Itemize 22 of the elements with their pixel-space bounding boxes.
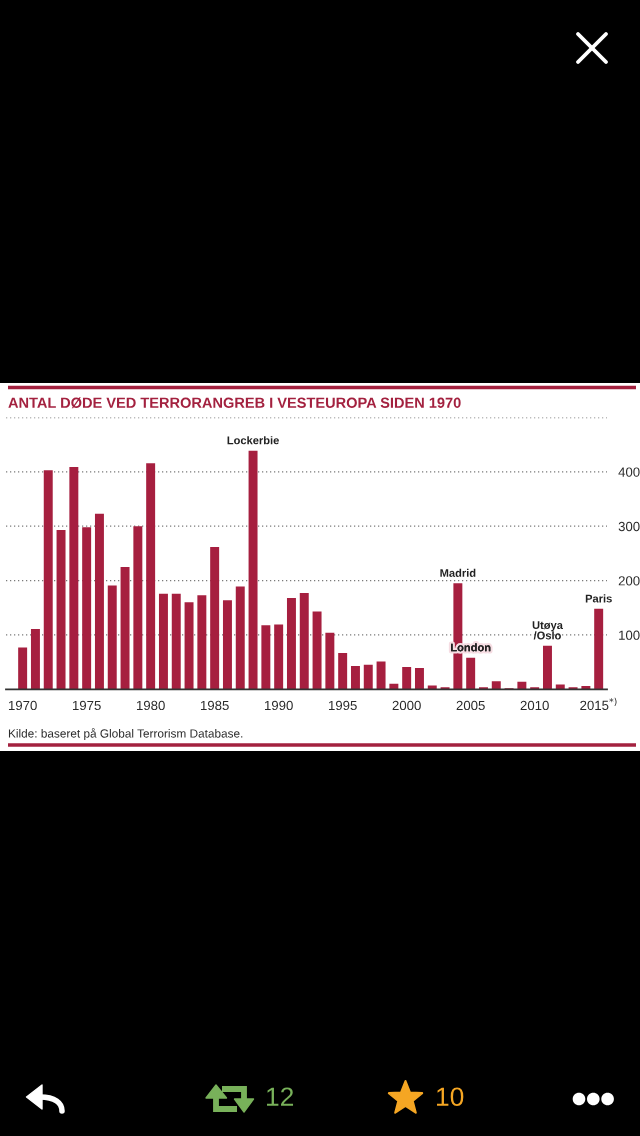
annotation: Madrid (440, 568, 476, 577)
annotation: Paris (585, 594, 612, 603)
y-tick-label: 300 (618, 521, 640, 532)
chart-title: ANTAL DØDE VED TERRORANGREB I VESTEUROPA SIDEN 1970 (8, 397, 461, 409)
text: 10 (437, 1087, 464, 1107)
y-tick-label: 200 (618, 576, 640, 586)
x-tick-label: 1990 (264, 700, 293, 711)
x-tick-label: 1975 (72, 700, 101, 711)
y-tick-label: 100 (619, 630, 640, 640)
x-tick-label: 2005 (456, 700, 485, 711)
annotation: Utøya /Oslo (532, 621, 563, 640)
x-tick-label: 1980 (136, 700, 165, 711)
x-tick-label: 2015$^{*)}$ (580, 697, 617, 711)
annotation: Lockerbie (227, 436, 279, 445)
x-tick-label: 1970 (8, 700, 37, 711)
x-tick-label: 1985 (200, 700, 229, 711)
x-tick-label: 2000 (392, 700, 421, 711)
text: 12 (267, 1087, 294, 1106)
x-tick-label: 2010 (520, 700, 549, 711)
y-tick-label: 400 (618, 467, 640, 477)
x-tick-label: 1995 (328, 700, 357, 711)
text: Kilde: baseret på Global Terrorism Database. (8, 728, 243, 740)
